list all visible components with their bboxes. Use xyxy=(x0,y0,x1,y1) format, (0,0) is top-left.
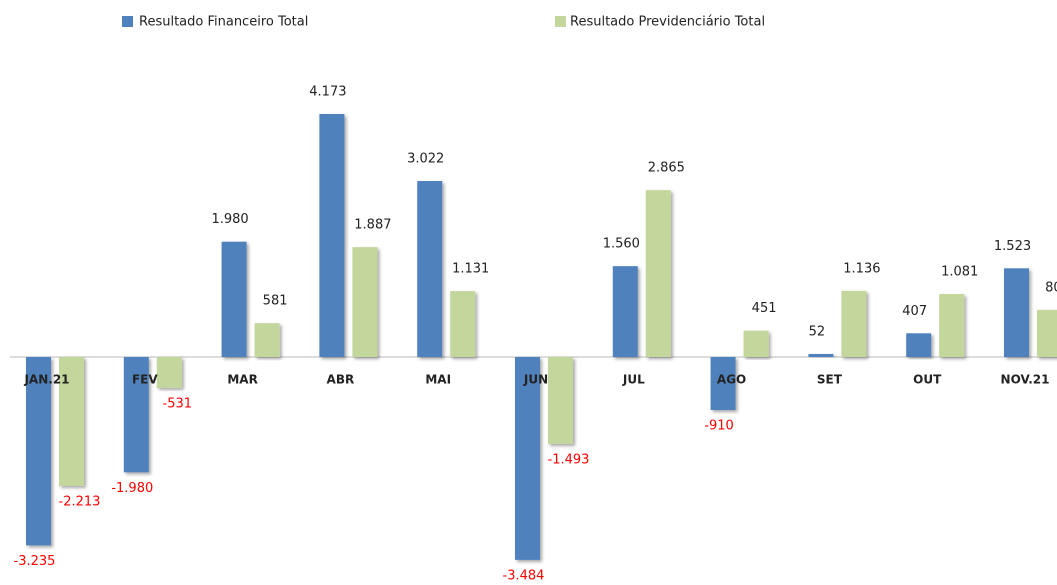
bar xyxy=(1004,268,1029,357)
data-label: 52 xyxy=(809,324,826,339)
data-label: 1.131 xyxy=(452,262,489,277)
bar xyxy=(417,181,443,357)
bar xyxy=(450,291,476,357)
bar xyxy=(841,290,867,357)
bar xyxy=(710,357,736,410)
bar xyxy=(515,357,540,560)
bar xyxy=(645,190,671,357)
bar xyxy=(26,357,51,546)
x-tick-label: SET xyxy=(817,373,843,387)
x-tick-label: OUT xyxy=(913,373,942,387)
legend-label: Resultado Financeiro Total xyxy=(139,15,308,30)
data-label: -910 xyxy=(704,418,734,433)
data-label: -531 xyxy=(163,396,193,411)
x-tick-label: MAR xyxy=(227,373,257,387)
x-tick-label: MAI xyxy=(425,373,451,387)
data-label: 3.022 xyxy=(407,152,444,167)
data-label: -1.493 xyxy=(548,452,590,467)
legend-label: Resultado Previdenciário Total xyxy=(570,15,765,30)
data-label: 1.523 xyxy=(994,239,1031,254)
bar xyxy=(808,353,834,357)
data-label: 1.560 xyxy=(603,237,640,252)
bar xyxy=(939,294,965,357)
data-label: -2.213 xyxy=(59,494,101,509)
x-tick-label: JUN xyxy=(523,373,548,387)
x-tick-label: NOV.21 xyxy=(1001,373,1050,387)
legend-swatch xyxy=(555,16,566,27)
bar xyxy=(59,357,84,486)
bar xyxy=(221,241,247,357)
bar xyxy=(319,114,345,357)
x-tick-label: JUL xyxy=(622,373,645,387)
data-label: 1.136 xyxy=(843,261,880,276)
bar xyxy=(254,323,280,357)
data-label: 2.865 xyxy=(648,161,685,176)
data-label: -3.235 xyxy=(14,554,56,569)
x-tick-label: FEV xyxy=(132,373,158,387)
bar xyxy=(612,266,638,357)
x-tick-label: AGO xyxy=(717,373,746,387)
x-tick-label: JAN.21 xyxy=(23,373,69,387)
data-label: -1.980 xyxy=(111,481,153,496)
bar xyxy=(743,330,769,357)
bar xyxy=(548,357,573,444)
data-label: 809 xyxy=(1045,280,1057,295)
bar xyxy=(352,247,378,357)
legend-swatch xyxy=(122,16,133,27)
bar xyxy=(123,357,149,473)
x-tick-label: ABR xyxy=(327,373,355,387)
data-label: 581 xyxy=(263,294,288,309)
data-label: 4.173 xyxy=(309,85,346,100)
data-label: 1.081 xyxy=(941,265,978,280)
bar xyxy=(156,357,182,388)
data-label: 407 xyxy=(902,304,927,319)
bar xyxy=(906,333,932,357)
data-label: 1.980 xyxy=(211,212,248,227)
data-label: -3.484 xyxy=(503,568,545,583)
bar xyxy=(1037,309,1057,357)
data-label: 451 xyxy=(752,301,777,316)
data-label: 1.887 xyxy=(354,218,391,233)
